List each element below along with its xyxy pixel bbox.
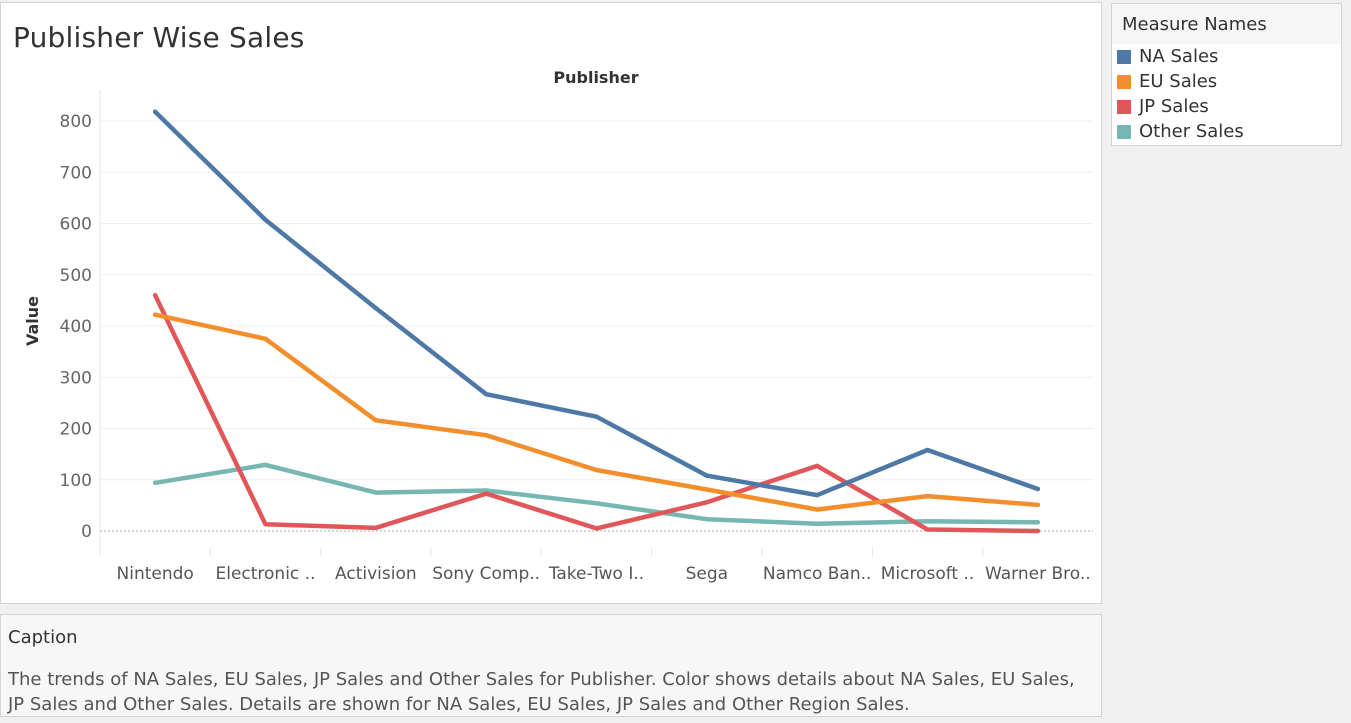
legend-swatch bbox=[1117, 74, 1131, 89]
data-point-jp-sales bbox=[483, 491, 489, 496]
data-point-jp-sales bbox=[152, 293, 158, 298]
data-point-eu-sales bbox=[594, 467, 599, 473]
legend-item-other-sales[interactable]: Other Sales bbox=[1112, 119, 1341, 144]
data-point-eu-sales bbox=[373, 418, 379, 423]
legend-label: NA Sales bbox=[1139, 46, 1219, 67]
line-chart: Publisher Value 0 100 200 300 400 500 600 700 80… bbox=[23, 68, 1093, 584]
data-point-na-sales bbox=[373, 305, 379, 311]
legend-item-na-sales[interactable]: NA Sales bbox=[1112, 44, 1341, 69]
data-point-na-sales bbox=[704, 473, 710, 478]
y-tick-label: 300 bbox=[60, 368, 92, 388]
data-point-jp-sales bbox=[704, 500, 710, 505]
legend: Measure Names NA Sales EU Sales JP Sales… bbox=[1111, 3, 1342, 146]
legend-item-eu-sales[interactable]: EU Sales bbox=[1112, 69, 1341, 94]
y-tick-label: 0 bbox=[81, 522, 92, 542]
data-point-jp-sales bbox=[1035, 528, 1041, 534]
x-tick-label: Namco Ban.. bbox=[763, 564, 872, 584]
data-point-na-sales bbox=[483, 391, 489, 397]
data-point-na-sales bbox=[263, 217, 268, 223]
page-title: Publisher Wise Sales bbox=[13, 21, 305, 54]
caption-title: Caption bbox=[8, 627, 78, 648]
legend-label: Other Sales bbox=[1139, 121, 1244, 142]
data-point-na-sales bbox=[594, 414, 599, 419]
data-point-na-sales bbox=[152, 109, 158, 114]
y-tick-label: 600 bbox=[60, 215, 92, 235]
legend-swatch bbox=[1117, 99, 1131, 114]
data-point-other-sales bbox=[594, 501, 599, 506]
data-point-eu-sales bbox=[152, 312, 158, 317]
data-point-na-sales bbox=[814, 492, 820, 498]
x-tick-label: Warner Bro.. bbox=[985, 564, 1091, 584]
data-point-eu-sales bbox=[704, 487, 710, 492]
data-point-jp-sales bbox=[594, 526, 599, 531]
y-tick-label: 400 bbox=[60, 317, 92, 337]
legend-swatch bbox=[1117, 124, 1131, 139]
data-point-na-sales bbox=[925, 447, 930, 453]
legend-item-jp-sales[interactable]: JP Sales bbox=[1112, 94, 1341, 119]
data-point-other-sales bbox=[263, 462, 268, 468]
x-tick-label: Microsoft .. bbox=[881, 564, 975, 584]
data-point-eu-sales bbox=[263, 336, 268, 342]
y-axis-title: Value bbox=[23, 296, 42, 346]
x-tick-label: Sony Comp.. bbox=[432, 564, 540, 584]
x-tick-label: Take-Two I.. bbox=[548, 564, 644, 584]
data-point-other-sales bbox=[925, 519, 930, 524]
data-point-eu-sales bbox=[814, 507, 820, 512]
series-line-jp-sales bbox=[152, 293, 1041, 534]
data-point-other-sales bbox=[704, 517, 710, 522]
series-line-na-sales bbox=[152, 109, 1041, 498]
y-tick-label: 200 bbox=[60, 420, 92, 440]
data-point-eu-sales bbox=[1035, 502, 1041, 508]
y-tick-label: 700 bbox=[60, 163, 92, 183]
x-tick-label: Nintendo bbox=[117, 564, 194, 584]
caption-text: The trends of NA Sales, EU Sales, JP Sal… bbox=[8, 669, 1075, 715]
chart-sheet: Publisher Wise Sales Publisher Value 0 10… bbox=[0, 2, 1102, 604]
y-tick-label: 500 bbox=[60, 266, 92, 286]
data-point-jp-sales bbox=[814, 463, 820, 469]
y-tick-label: 800 bbox=[60, 112, 92, 132]
series-line-eu-sales bbox=[152, 312, 1041, 512]
caption-box: Caption The trends of NA Sales, EU Sales… bbox=[0, 614, 1102, 717]
data-point-jp-sales bbox=[263, 522, 268, 527]
x-axis-title: Publisher bbox=[553, 68, 638, 87]
data-point-eu-sales bbox=[925, 493, 930, 499]
data-point-other-sales bbox=[373, 490, 379, 495]
data-point-eu-sales bbox=[483, 432, 489, 438]
y-tick-label: 100 bbox=[60, 471, 92, 491]
data-point-other-sales bbox=[814, 521, 820, 527]
data-point-other-sales bbox=[1035, 520, 1041, 525]
x-tick-label: Sega bbox=[686, 564, 728, 584]
legend-title: Measure Names bbox=[1112, 4, 1341, 44]
data-point-jp-sales bbox=[373, 525, 379, 531]
x-tick-label: Electronic .. bbox=[215, 564, 315, 584]
legend-swatch bbox=[1117, 49, 1131, 64]
legend-label: JP Sales bbox=[1139, 96, 1209, 117]
data-point-na-sales bbox=[1035, 486, 1041, 492]
legend-label: EU Sales bbox=[1139, 71, 1218, 92]
data-point-jp-sales bbox=[925, 527, 930, 532]
x-tick-label: Activision bbox=[335, 564, 417, 584]
data-point-other-sales bbox=[152, 480, 158, 486]
